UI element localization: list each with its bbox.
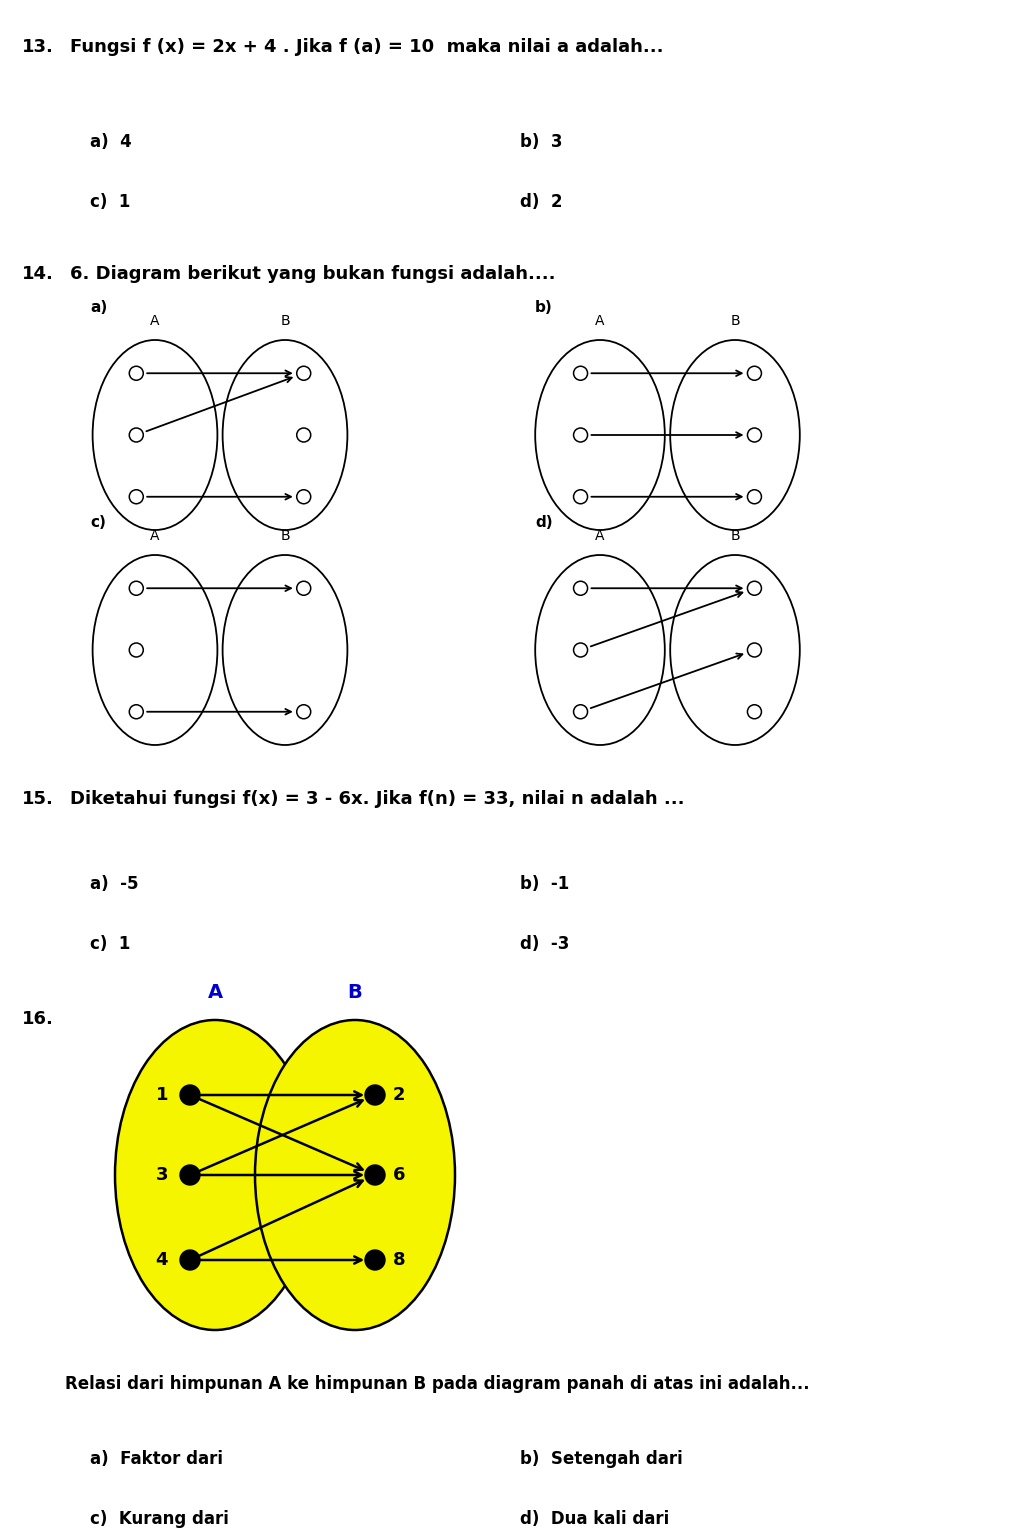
Circle shape: [748, 427, 761, 443]
Text: 2: 2: [393, 1086, 406, 1105]
Circle shape: [129, 490, 144, 504]
Text: A: A: [208, 984, 222, 1002]
Text: b)  Setengah dari: b) Setengah dari: [520, 1449, 683, 1468]
Text: 6. Diagram berikut yang bukan fungsi adalah....: 6. Diagram berikut yang bukan fungsi ada…: [70, 265, 555, 283]
Text: c)  1: c) 1: [90, 193, 130, 211]
Circle shape: [574, 490, 588, 504]
Circle shape: [365, 1085, 385, 1105]
Text: A: A: [150, 529, 160, 542]
Circle shape: [574, 643, 588, 657]
Text: c)  1: c) 1: [90, 935, 130, 953]
Text: 15.: 15.: [22, 791, 54, 807]
Circle shape: [297, 490, 311, 504]
Text: B: B: [280, 314, 289, 328]
Circle shape: [180, 1085, 200, 1105]
Circle shape: [129, 366, 144, 380]
Text: b): b): [535, 300, 552, 316]
Circle shape: [574, 581, 588, 596]
Text: 16.: 16.: [22, 1010, 54, 1028]
Text: d)  Dua kali dari: d) Dua kali dari: [520, 1511, 669, 1527]
Circle shape: [748, 490, 761, 504]
Circle shape: [748, 581, 761, 596]
Text: A: A: [595, 314, 604, 328]
Circle shape: [297, 366, 311, 380]
Circle shape: [297, 427, 311, 443]
Text: a)  Faktor dari: a) Faktor dari: [90, 1449, 223, 1468]
Circle shape: [180, 1164, 200, 1184]
Circle shape: [748, 705, 761, 719]
Circle shape: [180, 1250, 200, 1270]
Circle shape: [365, 1250, 385, 1270]
Text: 3: 3: [156, 1166, 168, 1184]
Circle shape: [129, 581, 144, 596]
Text: A: A: [150, 314, 160, 328]
Circle shape: [574, 427, 588, 443]
Circle shape: [297, 705, 311, 719]
Text: B: B: [731, 314, 740, 328]
Circle shape: [129, 643, 144, 657]
Text: B: B: [731, 529, 740, 542]
Text: b)  -1: b) -1: [520, 875, 570, 893]
Text: c): c): [90, 515, 106, 530]
Circle shape: [748, 366, 761, 380]
Circle shape: [129, 705, 144, 719]
Circle shape: [129, 427, 144, 443]
Ellipse shape: [671, 340, 800, 530]
Text: B: B: [280, 529, 289, 542]
Text: d)  -3: d) -3: [520, 935, 570, 953]
Ellipse shape: [93, 340, 217, 530]
Ellipse shape: [115, 1020, 315, 1330]
Text: 6: 6: [393, 1166, 406, 1184]
Ellipse shape: [93, 555, 217, 745]
Text: 4: 4: [156, 1252, 168, 1268]
Text: a)  -5: a) -5: [90, 875, 139, 893]
Ellipse shape: [255, 1020, 455, 1330]
Text: 8: 8: [393, 1252, 406, 1268]
Circle shape: [297, 581, 311, 596]
Text: b)  3: b) 3: [520, 133, 562, 152]
Text: Fungsi f (x) = 2x + 4 . Jika f (a) = 10  maka nilai a adalah...: Fungsi f (x) = 2x + 4 . Jika f (a) = 10 …: [70, 38, 663, 57]
Text: d)  2: d) 2: [520, 193, 562, 211]
Circle shape: [574, 366, 588, 380]
Text: Diketahui fungsi f(x) = 3 - 6x. Jika f(n) = 33, nilai n adalah ...: Diketahui fungsi f(x) = 3 - 6x. Jika f(n…: [70, 791, 685, 807]
Text: c)  Kurang dari: c) Kurang dari: [90, 1511, 229, 1527]
Text: 13.: 13.: [22, 38, 54, 57]
Text: Relasi dari himpunan A ke himpunan B pada diagram panah di atas ini adalah...: Relasi dari himpunan A ke himpunan B pad…: [65, 1376, 810, 1393]
Text: 14.: 14.: [22, 265, 54, 283]
Text: d): d): [535, 515, 552, 530]
Text: a)  4: a) 4: [90, 133, 131, 152]
Ellipse shape: [222, 555, 347, 745]
Ellipse shape: [535, 340, 664, 530]
Ellipse shape: [222, 340, 347, 530]
Circle shape: [574, 705, 588, 719]
Ellipse shape: [671, 555, 800, 745]
Circle shape: [748, 643, 761, 657]
Text: a): a): [90, 300, 107, 316]
Circle shape: [365, 1164, 385, 1184]
Ellipse shape: [535, 555, 664, 745]
Text: A: A: [595, 529, 604, 542]
Text: 1: 1: [156, 1086, 168, 1105]
Text: B: B: [347, 984, 363, 1002]
